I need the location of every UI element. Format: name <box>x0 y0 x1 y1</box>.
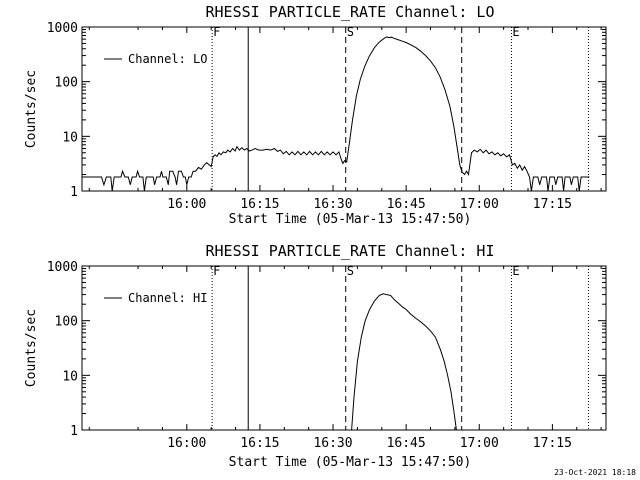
chart-title: RHESSI PARTICLE_RATE Channel: HI <box>206 242 495 260</box>
x-tick-label: 16:30 <box>313 197 352 212</box>
event-marker-label: E <box>512 264 519 278</box>
plot-frame <box>81 26 607 192</box>
series-line <box>351 293 457 431</box>
panel-hi: RHESSI PARTICLE_RATE Channel: HI Counts/… <box>24 242 607 470</box>
x-tick-label: 16:15 <box>240 436 279 451</box>
y-tick-label: 1000 <box>47 260 78 275</box>
timestamp: 23-Oct-2021 18:18 <box>554 468 636 477</box>
x-tick-label: 17:15 <box>533 197 572 212</box>
x-tick-label: 17:00 <box>460 197 499 212</box>
x-tick-label: 16:30 <box>313 436 352 451</box>
y-tick-label: 1000 <box>47 21 78 36</box>
event-marker-label: S <box>347 25 354 39</box>
y-tick-label: 10 <box>62 369 78 384</box>
series-line <box>82 36 590 192</box>
x-axis-label: Start Time (05-Mar-13 15:47:50) <box>229 212 472 227</box>
panel-lo: RHESSI PARTICLE_RATE Channel: LO Counts/… <box>24 3 607 227</box>
event-marker-label: F <box>213 264 220 278</box>
x-tick-label: 17:00 <box>460 436 499 451</box>
event-marker-label: S <box>347 264 354 278</box>
x-tick-label: 16:45 <box>387 436 426 451</box>
x-tick-label: 16:00 <box>167 197 206 212</box>
y-tick-label: 10 <box>62 130 78 145</box>
plot-content: 16:00 16:15 16:30 16:45 17:00 17:15 1000 100 10 1… <box>47 21 606 212</box>
event-marker-label: E <box>512 25 519 39</box>
x-tick-label: 16:15 <box>240 197 279 212</box>
x-tick-label: 16:45 <box>387 197 426 212</box>
x-tick-label: 17:15 <box>533 436 572 451</box>
plot-content: 16:00 16:15 16:30 16:45 17:00 17:15 1000 100 10 1… <box>47 260 606 451</box>
plot-frame <box>81 265 607 431</box>
chart-title: RHESSI PARTICLE_RATE Channel: LO <box>206 3 495 21</box>
legend-label: Channel: HI <box>128 291 207 305</box>
x-axis-label: Start Time (05-Mar-13 15:47:50) <box>229 455 472 470</box>
y-tick-label: 100 <box>55 315 78 330</box>
y-tick-label: 1 <box>70 185 78 200</box>
x-tick-label: 16:00 <box>167 436 206 451</box>
y-axis-label: Counts/sec <box>24 309 39 387</box>
y-axis-label: Counts/sec <box>24 70 39 148</box>
y-tick-label: 100 <box>55 76 78 91</box>
legend-label: Channel: LO <box>128 52 207 66</box>
event-marker-label: F <box>213 25 220 39</box>
y-tick-label: 1 <box>70 424 78 439</box>
